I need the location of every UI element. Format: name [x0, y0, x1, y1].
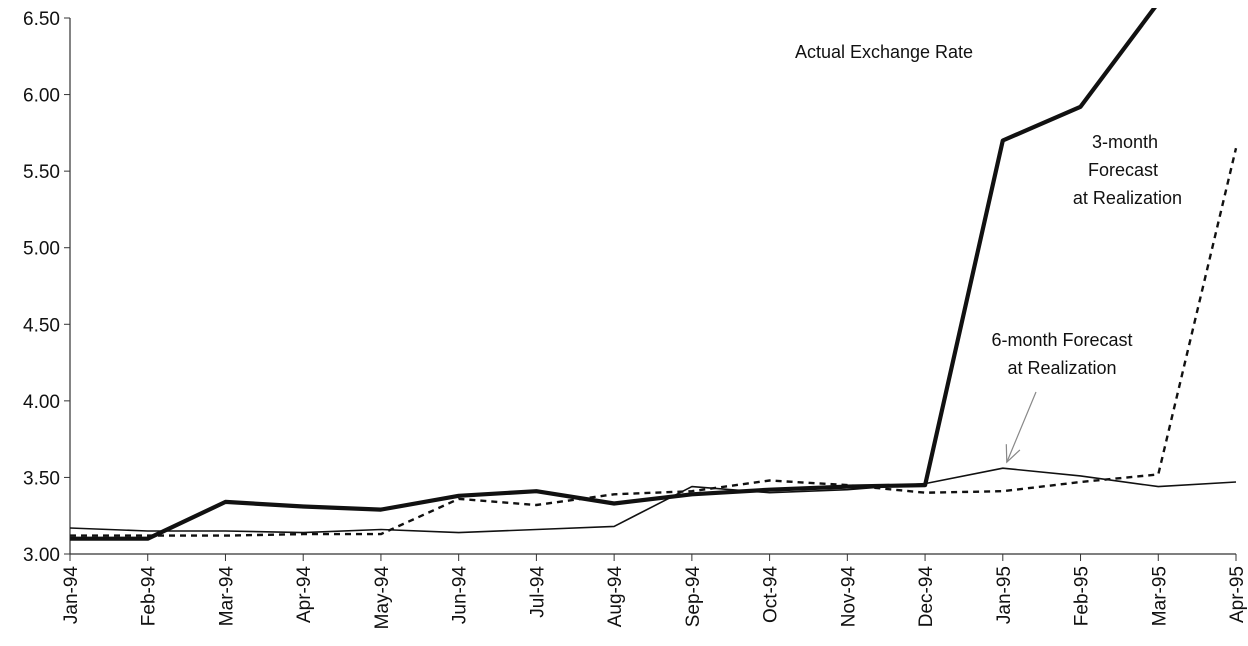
- annotation-arrow-head: [1005, 444, 1021, 464]
- x-tick-label: Jan-95: [994, 566, 1015, 624]
- x-tick-label: Jan-94: [61, 566, 82, 625]
- series-layer: [69, 8, 1238, 541]
- x-tick-label: Feb-94: [139, 566, 160, 627]
- y-tick-label: 6.00: [23, 86, 60, 107]
- y-tick-label: 5.50: [23, 162, 60, 183]
- y-tick-label: 4.00: [23, 392, 60, 413]
- annotation-arrow-line: [1006, 391, 1037, 463]
- x-tick-label: Sep-94: [683, 566, 704, 628]
- y-tick-label: 3.50: [23, 468, 60, 489]
- y-axis-ticks: 3.00 3.50 4.00 4.50 5.00 5.50 6.00 6.50: [23, 9, 70, 566]
- y-tick-label: 6.50: [23, 9, 60, 30]
- x-tick-label: May-94: [372, 566, 393, 630]
- y-tick-label: 4.50: [23, 315, 60, 336]
- x-tick-label: Dec-94: [916, 566, 937, 628]
- x-tick-label: Jun-94: [450, 566, 471, 625]
- x-tick-label: Apr-94: [294, 566, 315, 623]
- annotation-six-month: 6-month Forecast at Realization: [991, 330, 1132, 378]
- x-tick-label: Feb-95: [1072, 566, 1093, 626]
- annotation-layer: Actual Exchange Rate 3-month Forecast at Re…: [795, 42, 1182, 464]
- x-tick-label: Mar-94: [216, 566, 237, 627]
- x-tick-label: Oct-94: [761, 566, 782, 623]
- chart-axes: [69, 18, 1236, 555]
- x-tick-label: Aug-94: [605, 566, 626, 628]
- series-line-actual: [70, 8, 1157, 541]
- x-tick-label: Nov-94: [838, 566, 859, 628]
- x-tick-label: Jul-94: [527, 566, 548, 618]
- annotation-actual: Actual Exchange Rate: [795, 42, 973, 62]
- series-line-three-month: [70, 147, 1238, 537]
- series-line-six-month: [69, 467, 1237, 534]
- x-tick-label: Mar-95: [1149, 566, 1170, 626]
- x-axis-ticks: Jan-94 Feb-94 Mar-94 Apr-94 May-94 Jun-94 Jul-…: [61, 554, 1248, 629]
- y-tick-label: 5.00: [23, 239, 60, 260]
- annotation-three-month: 3-month Forecast at Realization: [1073, 132, 1182, 208]
- y-tick-label: 3.00: [23, 545, 60, 566]
- x-tick-label: Apr-95: [1227, 566, 1248, 623]
